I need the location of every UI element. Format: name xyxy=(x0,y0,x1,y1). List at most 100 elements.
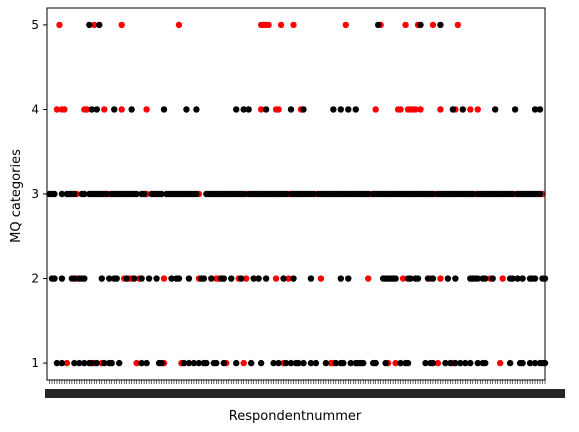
data-point-red xyxy=(417,106,424,113)
x-axis-ticks xyxy=(45,380,565,398)
data-point-black xyxy=(322,359,330,367)
data-point-red xyxy=(437,275,444,282)
data-point-black xyxy=(519,275,526,282)
data-point-red xyxy=(496,359,504,367)
data-point-black xyxy=(58,359,66,367)
data-point-black xyxy=(332,359,340,367)
y-axis-ticks: 1 2 3 4 5 xyxy=(31,18,47,370)
data-point-black xyxy=(417,21,424,29)
y-tick-label: 1 xyxy=(31,356,39,370)
data-point-red xyxy=(91,21,98,29)
data-point-black xyxy=(287,106,295,113)
data-point-black xyxy=(457,359,464,367)
data-point-red xyxy=(101,106,108,113)
data-point-black xyxy=(233,359,240,367)
data-point-black xyxy=(536,190,544,198)
data-point-black xyxy=(352,106,359,113)
data-point-red xyxy=(277,21,285,29)
data-point-red xyxy=(434,359,442,367)
data-point-black xyxy=(208,275,215,282)
data-point-black xyxy=(467,359,474,367)
data-point-black xyxy=(444,275,452,282)
data-point-black xyxy=(275,359,282,367)
data-point-red xyxy=(53,106,61,113)
data-point-red xyxy=(429,21,437,29)
data-point-red xyxy=(474,106,481,113)
data-point-black xyxy=(340,359,347,367)
data-point-black xyxy=(469,190,476,198)
data-point-black xyxy=(143,359,150,367)
data-point-black xyxy=(429,275,437,282)
data-point-black xyxy=(81,275,88,282)
data-point-red xyxy=(467,106,474,113)
data-point-black xyxy=(185,275,193,282)
data-point-black xyxy=(300,106,307,113)
data-points xyxy=(46,21,549,367)
data-point-red xyxy=(454,21,462,29)
data-point-black xyxy=(307,275,315,282)
data-point-black xyxy=(111,106,118,113)
data-point-black xyxy=(58,190,66,198)
data-point-black xyxy=(101,359,108,367)
data-point-red xyxy=(160,275,168,282)
data-point-black xyxy=(262,106,270,113)
data-point-black xyxy=(424,275,432,282)
data-point-black xyxy=(51,275,58,282)
data-point-black xyxy=(429,359,437,367)
data-point-black xyxy=(76,359,83,367)
data-point-black xyxy=(429,190,437,198)
data-point-black xyxy=(58,275,66,282)
data-point-black xyxy=(228,275,235,282)
data-point-black xyxy=(238,275,245,282)
data-point-black xyxy=(81,359,88,367)
y-axis-label-group: MQ categories xyxy=(9,149,24,243)
data-point-black xyxy=(106,275,113,282)
data-point-black xyxy=(183,106,190,113)
data-point-red xyxy=(342,21,349,29)
data-point-black xyxy=(88,359,96,367)
data-point-black xyxy=(113,275,120,282)
data-point-black xyxy=(86,21,93,29)
data-point-red xyxy=(412,106,419,113)
data-point-black xyxy=(531,359,539,367)
data-point-black xyxy=(103,190,110,198)
data-point-black xyxy=(404,359,412,367)
data-point-black xyxy=(81,190,88,198)
data-point-black xyxy=(193,190,200,198)
data-point-black xyxy=(53,359,61,367)
data-point-black xyxy=(133,190,140,198)
data-point-black xyxy=(442,359,449,367)
data-point-red xyxy=(118,21,125,29)
data-point-red xyxy=(275,106,282,113)
data-point-black xyxy=(290,275,297,282)
y-tick-label: 2 xyxy=(31,272,39,286)
data-point-black xyxy=(492,106,499,113)
data-point-black xyxy=(96,21,103,29)
data-point-black xyxy=(233,106,240,113)
data-point-black xyxy=(312,359,320,367)
data-point-black xyxy=(519,359,526,367)
data-point-black xyxy=(160,106,168,113)
data-point-black xyxy=(407,275,414,282)
data-point-black xyxy=(506,359,514,367)
data-point-black xyxy=(270,359,277,367)
data-point-red xyxy=(61,106,68,113)
data-point-black xyxy=(397,359,404,367)
plot-frame xyxy=(46,7,546,381)
data-point-black xyxy=(459,106,467,113)
data-point-black xyxy=(282,359,290,367)
data-point-red xyxy=(56,21,63,29)
data-point-black xyxy=(360,359,367,367)
data-point-black xyxy=(193,106,200,113)
data-point-red xyxy=(392,359,399,367)
data-point-red xyxy=(83,106,91,113)
data-point-black xyxy=(71,190,78,198)
data-point-black xyxy=(71,359,78,367)
data-point-red xyxy=(397,106,404,113)
data-point-black xyxy=(240,190,247,198)
data-point-black xyxy=(220,275,227,282)
data-point-black xyxy=(153,275,160,282)
data-point-red xyxy=(243,275,250,282)
data-point-black xyxy=(203,359,210,367)
data-point-black xyxy=(130,275,138,282)
